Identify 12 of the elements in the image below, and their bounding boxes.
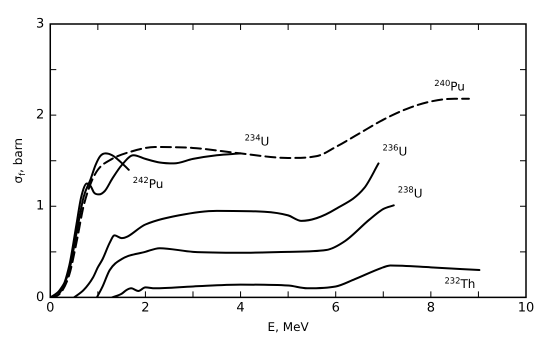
x-tick-label: 8 xyxy=(426,300,435,316)
x-tick-label: 10 xyxy=(518,300,534,316)
y-tick-label: 3 xyxy=(36,16,44,32)
x-axis-title: E, MeV xyxy=(268,320,310,334)
x-tick-label: 4 xyxy=(236,300,245,316)
y-axis-title: σf, barn xyxy=(11,138,27,184)
x-tick-label: 0 xyxy=(46,300,54,316)
y-tick-label: 1 xyxy=(36,198,44,214)
y-tick-label: 2 xyxy=(36,108,44,123)
x-tick-label: 6 xyxy=(332,300,340,316)
y-tick-label: 0 xyxy=(36,290,44,305)
x-tick-label: 2 xyxy=(141,300,150,316)
